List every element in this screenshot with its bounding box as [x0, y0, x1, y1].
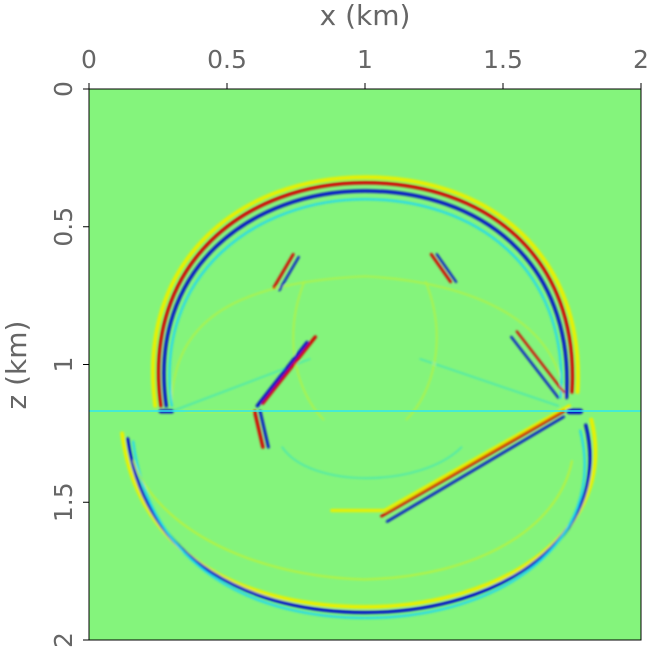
- x-axis-title: x (km): [320, 0, 411, 32]
- y-tick-label: 0: [49, 81, 78, 97]
- x-tick-label: 1: [357, 45, 373, 74]
- plot-background: [89, 89, 641, 640]
- y-tick-label: 1: [49, 357, 78, 373]
- y-tick-label: 2: [49, 632, 78, 648]
- x-tick-label: 0.5: [207, 45, 247, 74]
- x-tick-label: 0: [81, 45, 97, 74]
- wavefield: [120, 175, 598, 620]
- y-tick-label: 0.5: [49, 207, 78, 247]
- y-axis-title: z (km): [0, 321, 33, 410]
- y-tick-label: 1.5: [49, 482, 78, 522]
- x-tick-label: 2: [633, 45, 649, 74]
- x-tick-label: 1.5: [483, 45, 523, 74]
